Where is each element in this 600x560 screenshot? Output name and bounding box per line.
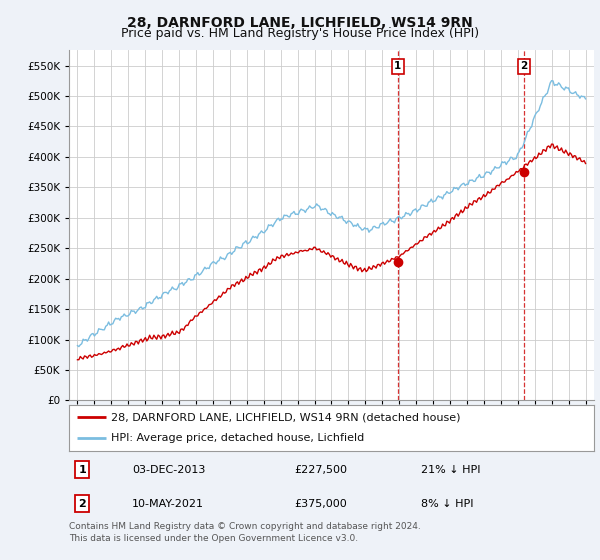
Text: 2: 2 bbox=[520, 61, 527, 71]
Text: 21% ↓ HPI: 21% ↓ HPI bbox=[421, 465, 480, 475]
Text: £227,500: £227,500 bbox=[295, 465, 348, 475]
Text: Price paid vs. HM Land Registry's House Price Index (HPI): Price paid vs. HM Land Registry's House … bbox=[121, 27, 479, 40]
Text: £375,000: £375,000 bbox=[295, 498, 347, 508]
Text: 2: 2 bbox=[78, 498, 86, 508]
Text: 8% ↓ HPI: 8% ↓ HPI bbox=[421, 498, 473, 508]
Text: 03-DEC-2013: 03-DEC-2013 bbox=[132, 465, 205, 475]
Text: 1: 1 bbox=[78, 465, 86, 475]
Text: 28, DARNFORD LANE, LICHFIELD, WS14 9RN (detached house): 28, DARNFORD LANE, LICHFIELD, WS14 9RN (… bbox=[111, 412, 461, 422]
Text: HPI: Average price, detached house, Lichfield: HPI: Average price, detached house, Lich… bbox=[111, 433, 364, 444]
Text: 10-MAY-2021: 10-MAY-2021 bbox=[132, 498, 204, 508]
Text: Contains HM Land Registry data © Crown copyright and database right 2024.
This d: Contains HM Land Registry data © Crown c… bbox=[69, 522, 421, 543]
Text: 28, DARNFORD LANE, LICHFIELD, WS14 9RN: 28, DARNFORD LANE, LICHFIELD, WS14 9RN bbox=[127, 16, 473, 30]
Text: 1: 1 bbox=[394, 61, 401, 71]
